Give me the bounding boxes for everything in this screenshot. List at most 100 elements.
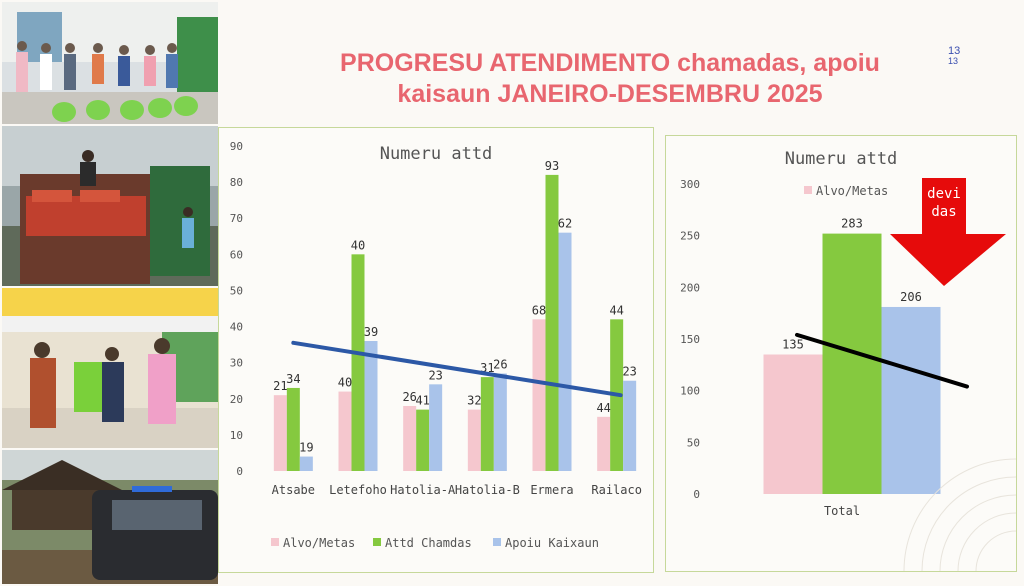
data-label: 283 [841, 217, 863, 231]
y-tick-label: 30 [230, 357, 243, 370]
data-label: 44 [596, 401, 610, 415]
category-label: Railaco [591, 483, 642, 497]
data-label: 26 [402, 390, 416, 404]
y-tick-label: 0 [236, 465, 243, 478]
bar-alvo-metas [532, 319, 546, 471]
data-label: 23 [428, 368, 442, 382]
y-tick-label: 50 [687, 436, 700, 449]
y-tick-label: 20 [230, 393, 243, 406]
data-label: 93 [545, 159, 559, 173]
y-tick-label: 70 [230, 212, 243, 225]
bar-alvo-metas [467, 409, 481, 471]
data-label: 40 [351, 238, 365, 252]
category-label: Atsabe [272, 483, 315, 497]
bar-attd-chamdas [286, 387, 300, 471]
legend-swatch [373, 538, 381, 546]
arrow-label: das [931, 204, 956, 220]
down-arrow-icon [890, 178, 1006, 286]
category-label: Total [824, 504, 860, 518]
legend-swatch [271, 538, 279, 546]
group-photo [2, 2, 218, 124]
legend-label: Apoiu Kaixaun [505, 536, 599, 550]
bar-attd-chamdas [416, 409, 430, 471]
municipality-chart-panel: Numeru attd 0 10 20 30 40 50 60 70 80 90 21 40 26 32 68… [218, 127, 654, 573]
municipality-bar-chart: Numeru attd 0 10 20 30 40 50 60 70 80 90 21 40 26 32 68… [230, 140, 642, 550]
decor-arc [903, 458, 1016, 571]
total-chart-panel: Numeru attd 0 50 100 150 200 250 300 Alvo/Metas 1… [665, 135, 1017, 572]
truck-photo [2, 126, 218, 286]
handover-photo [2, 288, 218, 448]
data-label: 39 [364, 325, 378, 339]
bar-apoiu-kaixaun [429, 384, 443, 471]
data-label: 32 [467, 394, 481, 408]
data-label: 23 [622, 365, 636, 379]
data-label: 62 [558, 217, 572, 231]
legend-swatch [804, 186, 812, 194]
y-tick-label: 80 [230, 176, 243, 189]
y-tick-label: 200 [680, 281, 700, 294]
superscript-top: 13 [948, 45, 961, 57]
category-label: Hatolia-A [390, 483, 456, 497]
bar-apoiu-kaixaun [558, 232, 572, 471]
data-label: 21 [273, 379, 287, 393]
bar-attd-chamdas [545, 174, 559, 471]
legend-label: Alvo/Metas [816, 184, 888, 198]
data-label: 40 [338, 376, 352, 390]
y-tick-label: 50 [230, 284, 243, 297]
bar-attd-chamdas [480, 377, 494, 471]
vehicle-photo [2, 450, 218, 584]
legend-label: Alvo/Metas [283, 536, 355, 550]
data-label: 206 [900, 290, 922, 304]
data-label: 44 [609, 303, 623, 317]
slide-title: PROGRESU ATENDIMENTO chamadas, apoiu kai… [250, 48, 970, 110]
data-label: 41 [415, 394, 429, 408]
bar-attd-chamdas [351, 254, 365, 471]
y-tick-label: 0 [693, 488, 700, 501]
bar-alvo-metas [273, 395, 287, 471]
chart-title: Numeru attd [380, 144, 493, 164]
y-tick-label: 90 [230, 140, 243, 153]
trendline [795, 332, 969, 389]
chart-title: Numeru attd [785, 149, 898, 169]
y-tick-label: 40 [230, 321, 243, 334]
y-tick-label: 150 [680, 333, 700, 346]
y-tick-label: 60 [230, 248, 243, 261]
category-label: Ermera [530, 483, 573, 497]
data-label: 34 [286, 372, 300, 386]
title-line-2: kaisaun JANEIRO-DESEMBRU 2025 [397, 80, 823, 108]
bar-alvo-metas [403, 406, 417, 471]
title-superscript: 13 13 [948, 45, 961, 67]
y-tick-label: 250 [680, 230, 700, 243]
category-label: Letefoho [329, 483, 387, 497]
legend-swatch [493, 538, 501, 546]
bar-apoiu-kaixaun [364, 341, 378, 471]
bar-alvo-metas [597, 416, 611, 471]
total-bar-chart: Numeru attd 0 50 100 150 200 250 300 Alvo/Metas 1… [680, 149, 1016, 571]
y-tick-label: 10 [230, 429, 243, 442]
y-tick-label: 300 [680, 178, 700, 191]
data-label: 19 [299, 441, 313, 455]
superscript-bottom: 13 [948, 56, 959, 66]
title-line-1: PROGRESU ATENDIMENTO chamadas, apoiu [340, 49, 880, 77]
photo-column [2, 2, 218, 584]
data-label: 26 [493, 358, 507, 372]
trendline [291, 340, 623, 398]
y-tick-label: 100 [680, 385, 700, 398]
category-label: Hatolia-B [455, 483, 520, 497]
bar-alvo-metas [338, 391, 352, 471]
decor-arc [957, 512, 1016, 571]
bar-attd-chamdas [822, 233, 882, 494]
bar-apoiu-kaixaun [881, 306, 941, 494]
data-label: 68 [532, 303, 546, 317]
bar-apoiu-kaixaun [299, 456, 313, 471]
decor-arc [975, 530, 1016, 571]
data-label: 135 [782, 338, 804, 352]
arrow-label: devi [927, 186, 961, 202]
bar-apoiu-kaixaun [493, 373, 507, 471]
decor-arc [921, 476, 1016, 571]
bar-apoiu-kaixaun [623, 380, 637, 471]
legend-label: Attd Chamdas [385, 536, 472, 550]
bar-alvo-metas [763, 354, 823, 494]
decor-arc [939, 494, 1016, 571]
